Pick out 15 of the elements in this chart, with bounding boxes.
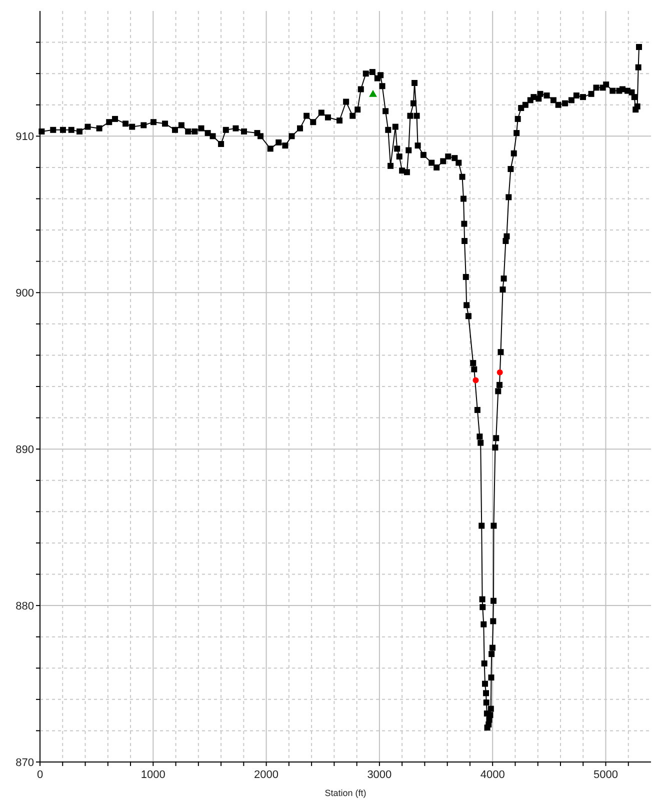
point	[496, 369, 503, 376]
x-axis-title: Station (ft)	[324, 788, 366, 798]
point	[368, 90, 377, 97]
y-tick-label: 910	[16, 131, 34, 144]
y-tick-label: 900	[16, 288, 34, 300]
y-tick-label: 880	[16, 600, 34, 613]
x-tick-label: 3000	[367, 769, 392, 781]
x-tick-label: 1000	[140, 769, 166, 781]
y-tick-label: 870	[16, 757, 34, 769]
point	[472, 377, 479, 384]
x-tick-label: 0	[36, 769, 44, 781]
x-tick-label: 5000	[594, 769, 618, 781]
x-tick-label: 4000	[480, 769, 505, 781]
y-tick-label: 890	[16, 444, 34, 456]
x-tick-label: 2000	[254, 769, 279, 781]
